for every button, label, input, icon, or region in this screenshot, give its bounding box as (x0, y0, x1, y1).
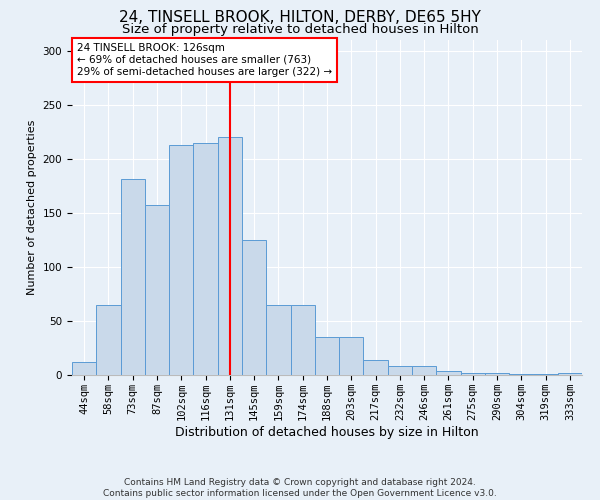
Bar (121, 180, 145, 375)
Bar (412, 366, 436, 375)
Bar (72, 362, 96, 375)
Bar (145, 206, 169, 375)
Bar (193, 142, 218, 375)
Text: Contains HM Land Registry data © Crown copyright and database right 2024.
Contai: Contains HM Land Registry data © Crown c… (103, 478, 497, 498)
Bar (266, 305, 290, 375)
Bar (242, 240, 266, 375)
Bar (436, 370, 461, 375)
X-axis label: Distribution of detached houses by size in Hilton: Distribution of detached houses by size … (175, 426, 479, 438)
Bar (388, 366, 412, 375)
Bar (485, 373, 509, 375)
Bar (461, 373, 485, 375)
Bar (364, 360, 388, 375)
Bar (96, 305, 121, 375)
Bar (290, 305, 315, 375)
Y-axis label: Number of detached properties: Number of detached properties (27, 120, 37, 295)
Text: 24, TINSELL BROOK, HILTON, DERBY, DE65 5HY: 24, TINSELL BROOK, HILTON, DERBY, DE65 5… (119, 10, 481, 25)
Bar (315, 337, 339, 375)
Bar (339, 337, 364, 375)
Bar (558, 373, 582, 375)
Bar (509, 374, 533, 375)
Bar (169, 145, 193, 375)
Text: 24 TINSELL BROOK: 126sqm
← 69% of detached houses are smaller (763)
29% of semi-: 24 TINSELL BROOK: 126sqm ← 69% of detach… (77, 44, 332, 76)
Bar (218, 138, 242, 375)
Text: Size of property relative to detached houses in Hilton: Size of property relative to detached ho… (122, 22, 478, 36)
Bar (533, 374, 558, 375)
